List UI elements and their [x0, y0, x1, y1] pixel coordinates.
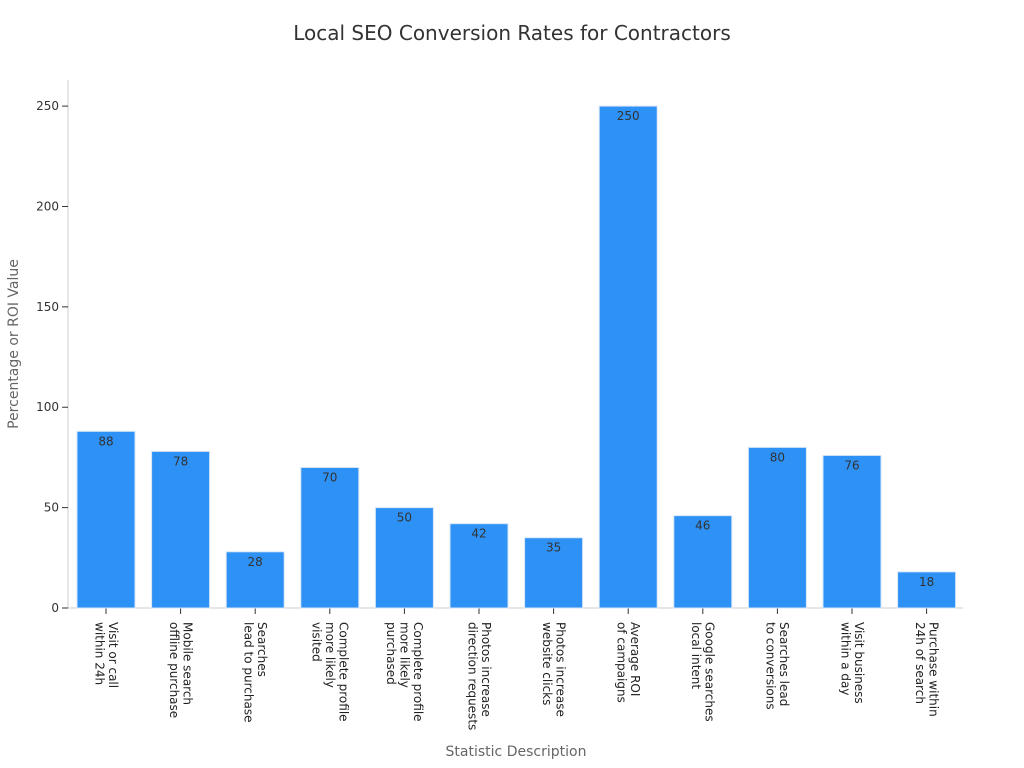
bar	[747, 446, 807, 609]
x-tick-label-line: 24h of search	[913, 622, 927, 704]
x-tick-label-line: direction requests	[465, 622, 479, 730]
x-tick-label-line: Complete profile	[411, 622, 425, 722]
x-tick-label-line: website clicks	[540, 622, 554, 705]
x-tick-label-line: Photos increase	[553, 622, 567, 717]
x-tick-label-line: more likely	[323, 622, 337, 688]
bars-group: 88 78 28 70 50 42 35 250 46 80 76 18	[76, 105, 957, 609]
bar-value-label: 76	[844, 458, 859, 472]
bar	[673, 515, 733, 609]
x-tick-label-line: lead to purchase	[241, 622, 255, 722]
x-tick-label-line: Searches lead	[777, 622, 791, 706]
bar-value-label: 28	[248, 555, 263, 569]
bar	[151, 450, 211, 609]
x-tick-label-line: Purchase within	[926, 622, 940, 717]
y-tick-label: 100	[36, 400, 59, 414]
bar-value-label: 88	[98, 434, 113, 448]
bar-value-label: 46	[695, 519, 710, 533]
x-tick-label-line: purchased	[384, 622, 398, 685]
chart-title: Local SEO Conversion Rates for Contracto…	[293, 21, 731, 45]
bar-value-label: 70	[322, 470, 337, 484]
bar-value-label: 250	[617, 109, 640, 123]
x-tick-label-line: Mobile search	[180, 622, 194, 705]
y-tick-label: 0	[51, 601, 59, 615]
x-axis-title: Statistic Description	[446, 744, 587, 760]
bar	[300, 466, 360, 609]
bar-value-label: 18	[919, 575, 934, 589]
x-tick-label-line: Visit business	[852, 622, 866, 704]
x-tick-label-line: to conversions	[764, 622, 778, 710]
bar	[822, 454, 882, 609]
y-tick-label: 200	[36, 199, 59, 213]
x-tick-label-line: visited	[309, 622, 323, 662]
x-tick-label-line: within a day	[838, 622, 852, 695]
bar-value-label: 50	[397, 511, 412, 525]
x-tick-label-line: within 24h	[92, 622, 106, 685]
bar-value-label: 80	[770, 450, 785, 464]
x-tick-label-line: Average ROI	[628, 622, 642, 696]
bar	[598, 105, 658, 609]
x-tick-label-line: offline purchase	[167, 622, 181, 718]
x-tick-label-line: Visit or call	[106, 622, 120, 688]
x-tick-label-line: local intent	[689, 622, 703, 689]
bar	[524, 537, 584, 609]
bar	[897, 571, 957, 609]
x-tick-label-line: more likely	[397, 622, 411, 688]
y-axis: 0 50 100 150 200 250	[36, 80, 69, 615]
y-axis-title: Percentage or ROI Value	[6, 259, 22, 429]
bar	[225, 551, 285, 609]
y-tick-label: 50	[44, 501, 59, 515]
bar-value-label: 42	[471, 527, 486, 541]
y-tick-label: 250	[36, 99, 59, 113]
bar	[449, 523, 509, 609]
bar	[374, 507, 434, 609]
bar-value-label: 78	[173, 454, 188, 468]
bar-value-label: 35	[546, 541, 561, 555]
x-tick-label-line: Photos increase	[479, 622, 493, 717]
x-tick-label-line: of campaigns	[614, 622, 628, 703]
x-tick-label-line: Complete profile	[336, 622, 350, 722]
y-tick-label: 150	[36, 300, 59, 314]
x-tick-label-line: Google searches	[703, 622, 717, 722]
bar	[76, 430, 136, 609]
x-tick-label-line: Searches	[255, 622, 269, 677]
